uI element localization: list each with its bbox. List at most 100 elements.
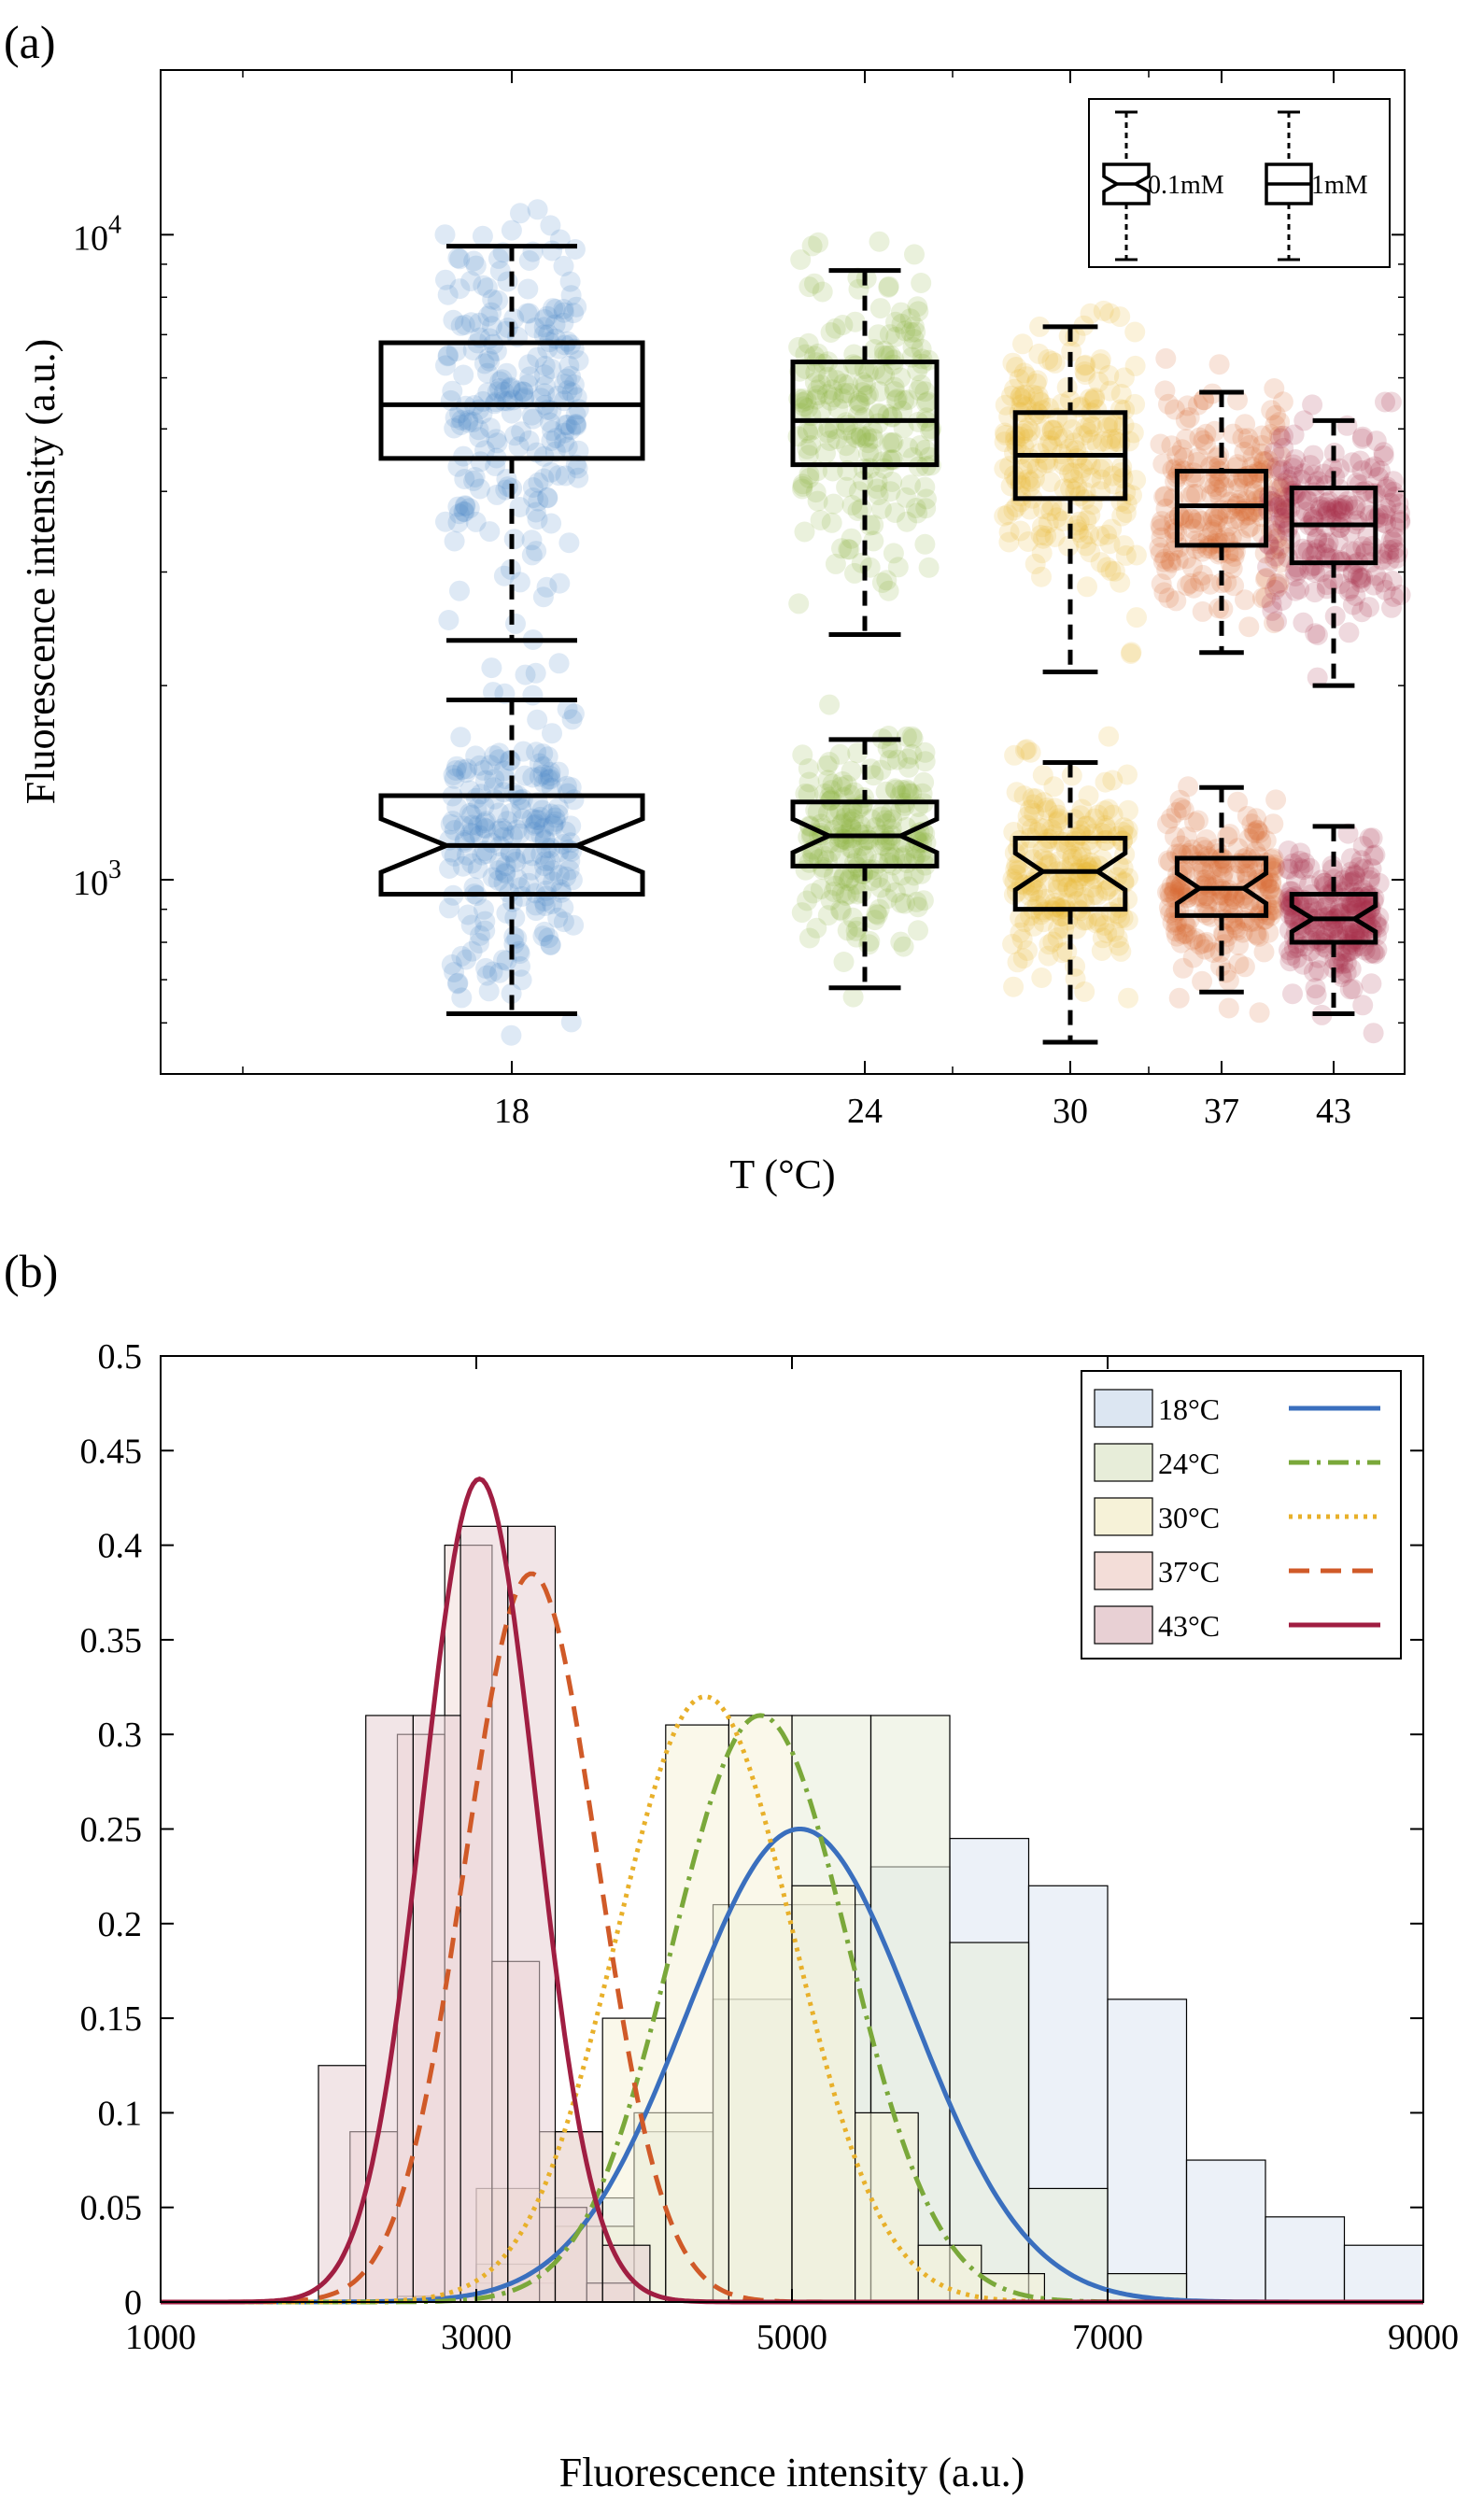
scatter-point bbox=[1255, 569, 1276, 590]
scatter-point bbox=[1041, 819, 1063, 840]
scatter-point bbox=[866, 903, 887, 925]
scatter-point bbox=[555, 465, 576, 487]
scatter-point bbox=[1279, 939, 1299, 961]
scatter-point bbox=[1152, 511, 1172, 532]
scatter-point bbox=[1256, 567, 1277, 588]
scatter-point bbox=[833, 952, 855, 972]
histogram-bar bbox=[665, 1724, 729, 2303]
scatter-point bbox=[455, 496, 476, 517]
scatter-point bbox=[907, 360, 928, 382]
scatter-point bbox=[1206, 875, 1227, 897]
scatter-point bbox=[1360, 942, 1381, 964]
scatter-point bbox=[482, 867, 503, 888]
scatter-point bbox=[566, 296, 587, 318]
scatter-point bbox=[495, 855, 516, 877]
scatter-point bbox=[1081, 877, 1103, 898]
scatter-point bbox=[854, 428, 875, 449]
scatter-point bbox=[1223, 575, 1245, 597]
scatter-point bbox=[1338, 872, 1360, 894]
scatter-point bbox=[834, 383, 855, 403]
scatter-point bbox=[513, 381, 534, 403]
scatter-point bbox=[1052, 942, 1073, 964]
scatter-point bbox=[1255, 830, 1277, 852]
scatter-point bbox=[1243, 821, 1265, 842]
scatter-point bbox=[487, 381, 508, 403]
scatter-point bbox=[798, 397, 819, 418]
scatter-point bbox=[1244, 823, 1265, 844]
scatter-point bbox=[1303, 445, 1324, 466]
scatter-point bbox=[1305, 623, 1326, 644]
scatter-point bbox=[893, 936, 914, 957]
scatter-point bbox=[1208, 509, 1228, 530]
scatter-point bbox=[807, 801, 828, 823]
scatter-point bbox=[557, 436, 578, 458]
scatter-point bbox=[525, 895, 546, 916]
scatter-point bbox=[1340, 891, 1362, 912]
scatter-point bbox=[880, 481, 901, 502]
scatter-point bbox=[506, 869, 528, 890]
scatter-point bbox=[1154, 486, 1176, 507]
scatter-point bbox=[1184, 812, 1205, 833]
scatter-point bbox=[483, 682, 503, 703]
scatter-point bbox=[560, 365, 581, 387]
scatter-point bbox=[1181, 839, 1203, 860]
scatter-point bbox=[862, 420, 883, 442]
scatter-point bbox=[884, 778, 906, 799]
scatter-point bbox=[1014, 384, 1036, 405]
scatter-point bbox=[561, 382, 583, 403]
scatter-point bbox=[802, 883, 824, 904]
scatter-point bbox=[553, 911, 574, 933]
scatter-point bbox=[1375, 505, 1396, 526]
y-tick-label-b: 0.05 bbox=[80, 2189, 143, 2228]
scatter-point bbox=[801, 235, 823, 257]
scatter-point bbox=[460, 312, 482, 333]
scatter-point bbox=[863, 530, 884, 552]
scatter-point bbox=[553, 897, 574, 918]
scatter-point bbox=[792, 475, 813, 497]
scatter-point bbox=[1020, 476, 1041, 498]
scatter-point bbox=[914, 751, 936, 772]
scatter-point bbox=[532, 756, 554, 777]
scatter-point bbox=[1062, 845, 1083, 867]
scatter-point bbox=[474, 440, 495, 461]
histogram-bar bbox=[917, 2244, 982, 2303]
scatter-point bbox=[820, 322, 841, 343]
scatter-point bbox=[547, 385, 569, 406]
scatter-point bbox=[439, 897, 459, 919]
boxplot-1mM-18 bbox=[378, 244, 645, 643]
scatter-point bbox=[527, 199, 548, 220]
scatter-point bbox=[565, 414, 587, 435]
scatter-point bbox=[1309, 499, 1331, 520]
scatter-point bbox=[815, 443, 836, 464]
scatter-point bbox=[1071, 798, 1093, 820]
scatter-point bbox=[1049, 851, 1070, 872]
scatter-point bbox=[1346, 895, 1367, 916]
legend-swatch bbox=[1094, 1551, 1153, 1590]
scatter-point bbox=[1228, 477, 1249, 499]
scatter-point bbox=[1084, 387, 1106, 408]
scatter-point bbox=[1234, 441, 1255, 462]
scatter-point bbox=[1023, 794, 1044, 815]
scatter-point bbox=[1212, 880, 1234, 901]
scatter-point bbox=[1313, 532, 1335, 554]
scatter-point bbox=[1270, 478, 1292, 500]
scatter-point bbox=[1080, 504, 1101, 526]
scatter-point bbox=[837, 920, 858, 941]
scatter-point bbox=[1080, 454, 1101, 475]
scatter-point bbox=[1007, 952, 1028, 973]
scatter-point bbox=[1195, 931, 1217, 953]
scatter-point bbox=[883, 431, 904, 453]
scatter-point bbox=[841, 811, 862, 832]
scatter-point bbox=[1238, 504, 1259, 526]
scatter-point bbox=[1243, 480, 1265, 501]
scatter-point bbox=[526, 541, 547, 562]
scatter-point bbox=[1080, 852, 1101, 873]
scatter-point bbox=[1219, 824, 1240, 845]
scatter-point bbox=[1098, 364, 1120, 386]
scatter-point bbox=[822, 773, 843, 795]
scatter-point bbox=[1218, 516, 1238, 537]
scatter-point bbox=[914, 476, 936, 498]
scatter-point bbox=[556, 866, 577, 887]
scatter-point bbox=[877, 738, 898, 759]
scatter-point bbox=[534, 855, 555, 877]
